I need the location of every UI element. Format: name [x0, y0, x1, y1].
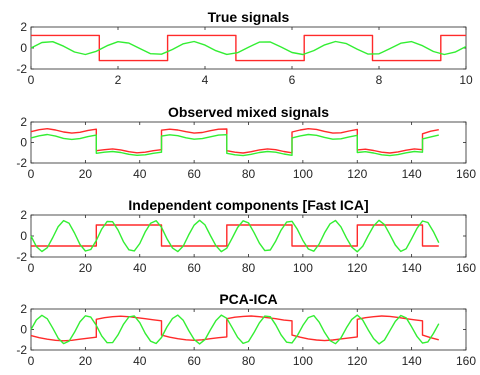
axes-box	[30, 121, 467, 164]
x-tick-label: 6	[289, 73, 296, 87]
y-tick-label: 2	[20, 208, 27, 222]
x-tick-label: 120	[347, 261, 367, 275]
y-tick-label: 2	[20, 115, 27, 129]
x-tick-label: 2	[115, 73, 122, 87]
x-tick-label: 40	[133, 167, 147, 181]
panel-title: Observed mixed signals	[168, 104, 329, 120]
panel-title: True signals	[208, 9, 290, 25]
x-tick-label: 10	[459, 73, 473, 87]
panel-title: PCA-ICA	[219, 291, 277, 307]
y-tick-label: 2	[20, 20, 27, 34]
series-line-1	[31, 224, 439, 247]
x-tick-label: 0	[28, 261, 35, 275]
x-tick-label: 100	[293, 261, 313, 275]
y-tick-label: 0	[20, 136, 27, 150]
x-tick-label: 100	[293, 354, 313, 368]
y-tick-label: -2	[16, 62, 27, 76]
x-tick-label: 40	[133, 261, 147, 275]
x-tick-label: 60	[187, 167, 201, 181]
x-tick-label: 140	[402, 261, 422, 275]
x-tick-label: 80	[242, 354, 256, 368]
x-tick-label: 80	[242, 261, 256, 275]
x-tick-label: 160	[456, 354, 476, 368]
x-tick-label: 0	[28, 167, 35, 181]
x-tick-label: 4	[202, 73, 209, 87]
x-tick-label: 60	[187, 354, 201, 368]
x-tick-label: 140	[402, 354, 422, 368]
series-line-1	[31, 34, 466, 62]
series-line-1	[30, 127, 439, 154]
axes-box	[30, 214, 467, 258]
y-tick-label: -2	[16, 250, 27, 264]
x-tick-label: 20	[79, 261, 93, 275]
y-tick-label: 2	[20, 302, 27, 316]
axes-box	[30, 26, 467, 70]
x-tick-label: 120	[347, 354, 367, 368]
x-tick-label: 140	[402, 167, 422, 181]
y-tick-label: 0	[20, 229, 27, 243]
x-tick-label: 20	[79, 167, 93, 181]
series-line-2	[30, 314, 440, 345]
panel-3: Independent components [Fast ICA]0 20 40 60…	[16, 197, 476, 275]
x-tick-label: 60	[187, 261, 201, 275]
panel-title: Independent components [Fast ICA]	[128, 197, 368, 213]
series-line-1	[30, 315, 439, 342]
y-tick-label: -2	[16, 343, 27, 357]
x-tick-label: 160	[456, 261, 476, 275]
y-tick-label: -2	[16, 156, 27, 170]
x-tick-label: 8	[376, 73, 383, 87]
x-tick-label: 20	[79, 354, 93, 368]
series-line-2	[30, 133, 439, 157]
x-tick-label: 0	[28, 354, 35, 368]
x-tick-label: 120	[347, 167, 367, 181]
x-tick-label: 0	[28, 73, 35, 87]
series-line-2	[30, 40, 467, 56]
y-tick-label: 0	[20, 41, 27, 55]
x-tick-label: 100	[293, 167, 313, 181]
series-line-2	[30, 219, 440, 253]
x-tick-label: 160	[456, 167, 476, 181]
x-tick-label: 80	[242, 167, 256, 181]
x-tick-label: 40	[133, 354, 147, 368]
y-tick-label: 0	[20, 323, 27, 337]
